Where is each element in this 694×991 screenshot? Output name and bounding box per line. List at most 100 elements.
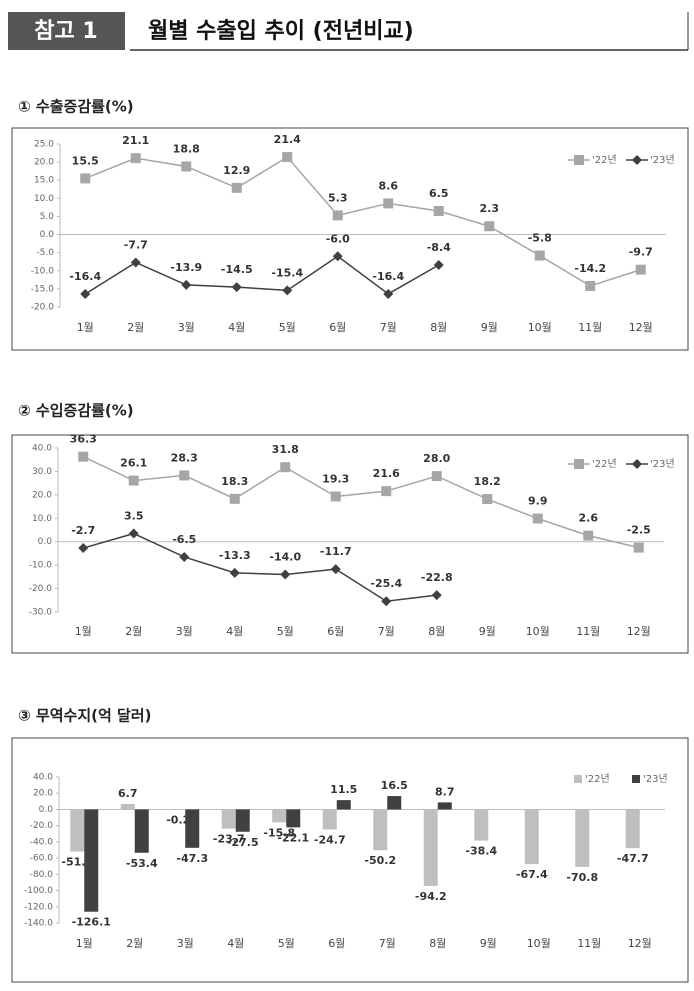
marker bbox=[381, 486, 392, 497]
bar bbox=[336, 800, 351, 810]
bar bbox=[423, 809, 438, 886]
x-tick-label: 10월 bbox=[527, 937, 551, 950]
x-tick-label: 6월 bbox=[329, 321, 346, 334]
y-tick-label: 40.0 bbox=[32, 444, 52, 454]
bar bbox=[437, 802, 452, 810]
section-heading: ① 수출증감률(%) bbox=[18, 98, 134, 116]
marker bbox=[181, 279, 192, 290]
marker bbox=[130, 257, 141, 268]
data-label: -24.7 bbox=[314, 833, 346, 846]
chart-frame bbox=[11, 737, 689, 983]
marker bbox=[431, 471, 442, 482]
y-tick-label: 15.0 bbox=[34, 176, 54, 186]
data-label: 26.1 bbox=[120, 457, 147, 470]
data-label: -53.4 bbox=[126, 857, 158, 870]
marker bbox=[282, 285, 293, 296]
legend-label: '23년 bbox=[643, 773, 668, 785]
data-label: -2.5 bbox=[627, 524, 651, 537]
data-label: 6.7 bbox=[118, 787, 138, 800]
marker bbox=[78, 451, 89, 462]
data-label: 21.6 bbox=[373, 467, 400, 480]
data-label: -11.7 bbox=[320, 545, 352, 558]
bar bbox=[373, 809, 388, 851]
data-label: 8.6 bbox=[379, 179, 399, 192]
x-tick-label: 10월 bbox=[526, 625, 550, 638]
x-tick-label: 11월 bbox=[577, 937, 601, 950]
data-label: 12.9 bbox=[223, 164, 250, 177]
x-tick-label: 12월 bbox=[629, 321, 653, 334]
y-tick-label: -10.0 bbox=[29, 561, 53, 571]
marker bbox=[381, 596, 392, 607]
y-tick-label: 20.0 bbox=[33, 789, 53, 799]
data-label: 16.5 bbox=[381, 779, 408, 792]
y-tick-label: 0.0 bbox=[39, 805, 54, 815]
marker bbox=[128, 475, 139, 486]
data-label: 18.2 bbox=[474, 475, 501, 488]
y-tick-label: -60.0 bbox=[30, 854, 54, 864]
data-label: 28.0 bbox=[423, 452, 450, 465]
y-tick-label: -15.0 bbox=[31, 284, 55, 294]
data-label: -23.7 bbox=[213, 833, 245, 846]
x-tick-label: 9월 bbox=[479, 625, 496, 638]
y-tick-label: -40.0 bbox=[30, 837, 54, 847]
data-label: -13.9 bbox=[170, 261, 202, 274]
data-label: -14.2 bbox=[574, 262, 606, 275]
marker bbox=[231, 282, 242, 293]
data-label: -47.3 bbox=[176, 852, 208, 865]
data-label: -15.8 bbox=[263, 826, 295, 839]
y-tick-label: 5.0 bbox=[40, 212, 55, 222]
legend-marker bbox=[574, 155, 584, 165]
x-tick-label: 9월 bbox=[481, 321, 498, 334]
bar bbox=[70, 809, 85, 852]
marker bbox=[179, 551, 190, 562]
y-tick-label: -30.0 bbox=[29, 608, 53, 618]
x-tick-label: 5월 bbox=[278, 937, 295, 950]
x-tick-label: 7월 bbox=[378, 625, 395, 638]
x-tick-label: 7월 bbox=[379, 937, 396, 950]
x-tick-label: 10월 bbox=[528, 321, 552, 334]
bar bbox=[134, 809, 149, 853]
data-label: 9.9 bbox=[528, 495, 548, 508]
legend-label: '22년 bbox=[592, 458, 617, 470]
y-tick-label: -20.0 bbox=[29, 584, 53, 594]
x-tick-label: 1월 bbox=[75, 625, 92, 638]
series-line bbox=[84, 156, 641, 287]
marker bbox=[433, 206, 444, 217]
x-tick-label: 2월 bbox=[126, 937, 143, 950]
marker bbox=[280, 462, 291, 473]
data-label: -6.0 bbox=[326, 232, 350, 245]
bar bbox=[120, 804, 135, 810]
bar bbox=[272, 809, 287, 823]
y-tick-label: 40.0 bbox=[33, 773, 53, 783]
data-label: 8.7 bbox=[435, 785, 455, 798]
marker bbox=[229, 493, 240, 504]
marker bbox=[383, 288, 394, 299]
x-tick-label: 1월 bbox=[76, 937, 93, 950]
x-tick-label: 12월 bbox=[627, 625, 651, 638]
x-tick-label: 6월 bbox=[327, 625, 344, 638]
chart-frame bbox=[11, 127, 689, 351]
bar bbox=[524, 809, 539, 865]
badge: 참고 1 bbox=[34, 19, 97, 44]
marker bbox=[231, 182, 242, 193]
marker bbox=[633, 542, 644, 553]
marker bbox=[330, 491, 341, 502]
marker bbox=[280, 569, 291, 580]
data-label: -8.4 bbox=[427, 241, 451, 254]
data-label: -94.2 bbox=[415, 890, 447, 903]
data-label: -9.7 bbox=[629, 246, 653, 259]
data-label: -16.4 bbox=[372, 270, 404, 283]
legend-label: '23년 bbox=[650, 458, 675, 470]
series-line bbox=[82, 455, 639, 549]
legend-label: '22년 bbox=[592, 154, 617, 166]
x-tick-label: 5월 bbox=[277, 625, 294, 638]
data-label: 3.5 bbox=[124, 510, 144, 523]
y-tick-label: -20.0 bbox=[31, 303, 55, 313]
x-tick-label: 5월 bbox=[279, 321, 296, 334]
bar bbox=[625, 809, 640, 849]
y-tick-label: -100.0 bbox=[24, 886, 53, 896]
x-tick-label: 8월 bbox=[430, 321, 447, 334]
x-tick-label: 9월 bbox=[480, 937, 497, 950]
marker bbox=[433, 259, 444, 270]
chart-frame bbox=[11, 434, 689, 654]
